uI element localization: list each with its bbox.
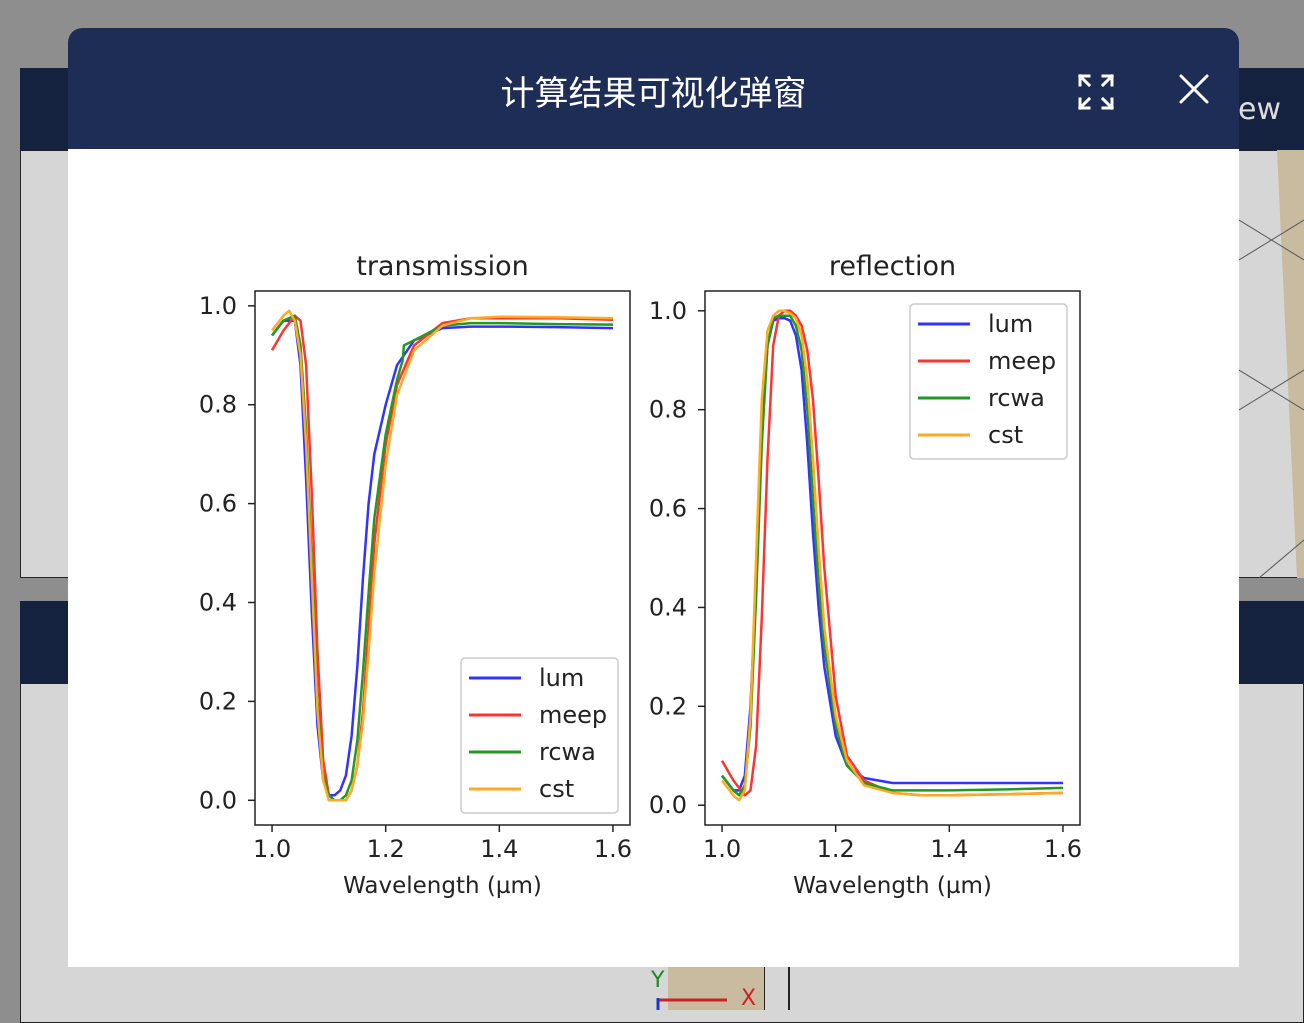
reflection-xtick-label: 1.4 — [930, 835, 968, 863]
reflection-xtick-label: 1.2 — [817, 835, 855, 863]
transmission-ytick-label: 1.0 — [199, 292, 237, 320]
transmission-plot-frame — [254, 290, 631, 826]
reflection-legend-label-rcwa: rcwa — [988, 384, 1045, 412]
reflection-ytick-label: 1.0 — [649, 297, 687, 325]
expand-icon — [1077, 73, 1115, 111]
modal-title: 计算结果可视化弹窗 — [500, 74, 807, 114]
results-chart-canvas: transmission 1.0 1.2 1.4 1.6 0.0 0.2 0.4 0.6 0.8 1… — [199, 251, 1082, 899]
transmission-series-lum — [271, 319, 614, 797]
transmission-xaxis-label: Wavelength (µm) — [343, 873, 542, 899]
reflection-legend-label-lum: lum — [988, 310, 1033, 338]
transmission-ytick-label: 0.8 — [199, 391, 237, 419]
reflection-legend-label-meep: meep — [988, 347, 1056, 375]
transmission-legend-label-cst: cst — [539, 775, 574, 803]
modal-header: 计算结果可视化弹窗 — [68, 28, 1239, 149]
reflection-ytick-label: 0.4 — [649, 593, 687, 621]
transmission-chart: transmission 1.0 1.2 1.4 1.6 0.0 0.2 0.4 0.6 0.8 1… — [199, 251, 632, 899]
axis-x-label: X — [741, 986, 757, 1011]
transmission-ytick-label: 0.6 — [199, 490, 237, 518]
transmission-title: transmission — [356, 251, 528, 282]
close-button[interactable] — [1178, 73, 1210, 105]
reflection-legend-label-cst: cst — [988, 421, 1023, 449]
axis-y-label: Y — [651, 968, 665, 993]
axis-indicator-lines — [656, 998, 727, 1010]
transmission-legend-label-rcwa: rcwa — [539, 738, 596, 766]
fullscreen-button[interactable] — [1077, 73, 1115, 111]
transmission-xtick-label: 1.2 — [367, 835, 405, 863]
transmission-xtick-label: 1.6 — [594, 835, 632, 863]
transmission-series-cst — [271, 309, 614, 802]
results-modal: 计算结果可视化弹窗 transmission 1.0 1.2 1.4 1.6 0.0 0.2… — [68, 28, 1239, 967]
transmission-xtick-label: 1.0 — [253, 835, 291, 863]
reflection-ytick-label: 0.8 — [649, 396, 687, 424]
close-icon — [1179, 74, 1209, 104]
reflection-chart: reflection 1.0 1.2 1.4 1.6 0.0 0.2 0.4 0.6 0.8 1.0… — [649, 251, 1082, 899]
transmission-legend: lum meep rcwa cst — [460, 657, 619, 814]
reflection-ytick-label: 0.0 — [649, 791, 687, 819]
reflection-ytick-label: 0.6 — [649, 495, 687, 523]
reflection-ytick-label: 0.2 — [649, 692, 687, 720]
reflection-legend-box — [909, 303, 1068, 460]
reflection-xtick-label: 1.6 — [1044, 835, 1082, 863]
transmission-xtick-label: 1.4 — [480, 835, 518, 863]
bg-viewport-box — [668, 967, 765, 1010]
bg-viewport-lines — [1239, 150, 1304, 578]
transmission-ytick-label: 0.0 — [199, 786, 237, 814]
reflection-xaxis-label: Wavelength (µm) — [793, 873, 992, 899]
modal-body: transmission 1.0 1.2 1.4 1.6 0.0 0.2 0.4 0.6 0.8 1… — [68, 149, 1239, 967]
bg-view-label: ew — [1238, 92, 1281, 127]
reflection-series-cst — [721, 309, 1064, 802]
transmission-ytick-label: 0.2 — [199, 687, 237, 715]
transmission-ytick-label: 0.4 — [199, 589, 237, 617]
bg-divider — [788, 967, 790, 1010]
reflection-legend: lum meep rcwa cst — [909, 303, 1068, 460]
reflection-title: reflection — [829, 251, 956, 282]
transmission-legend-label-lum: lum — [539, 664, 584, 692]
transmission-legend-label-meep: meep — [539, 701, 607, 729]
reflection-xtick-label: 1.0 — [703, 835, 741, 863]
transmission-legend-box — [460, 657, 619, 814]
reflection-plot-frame — [704, 290, 1081, 826]
